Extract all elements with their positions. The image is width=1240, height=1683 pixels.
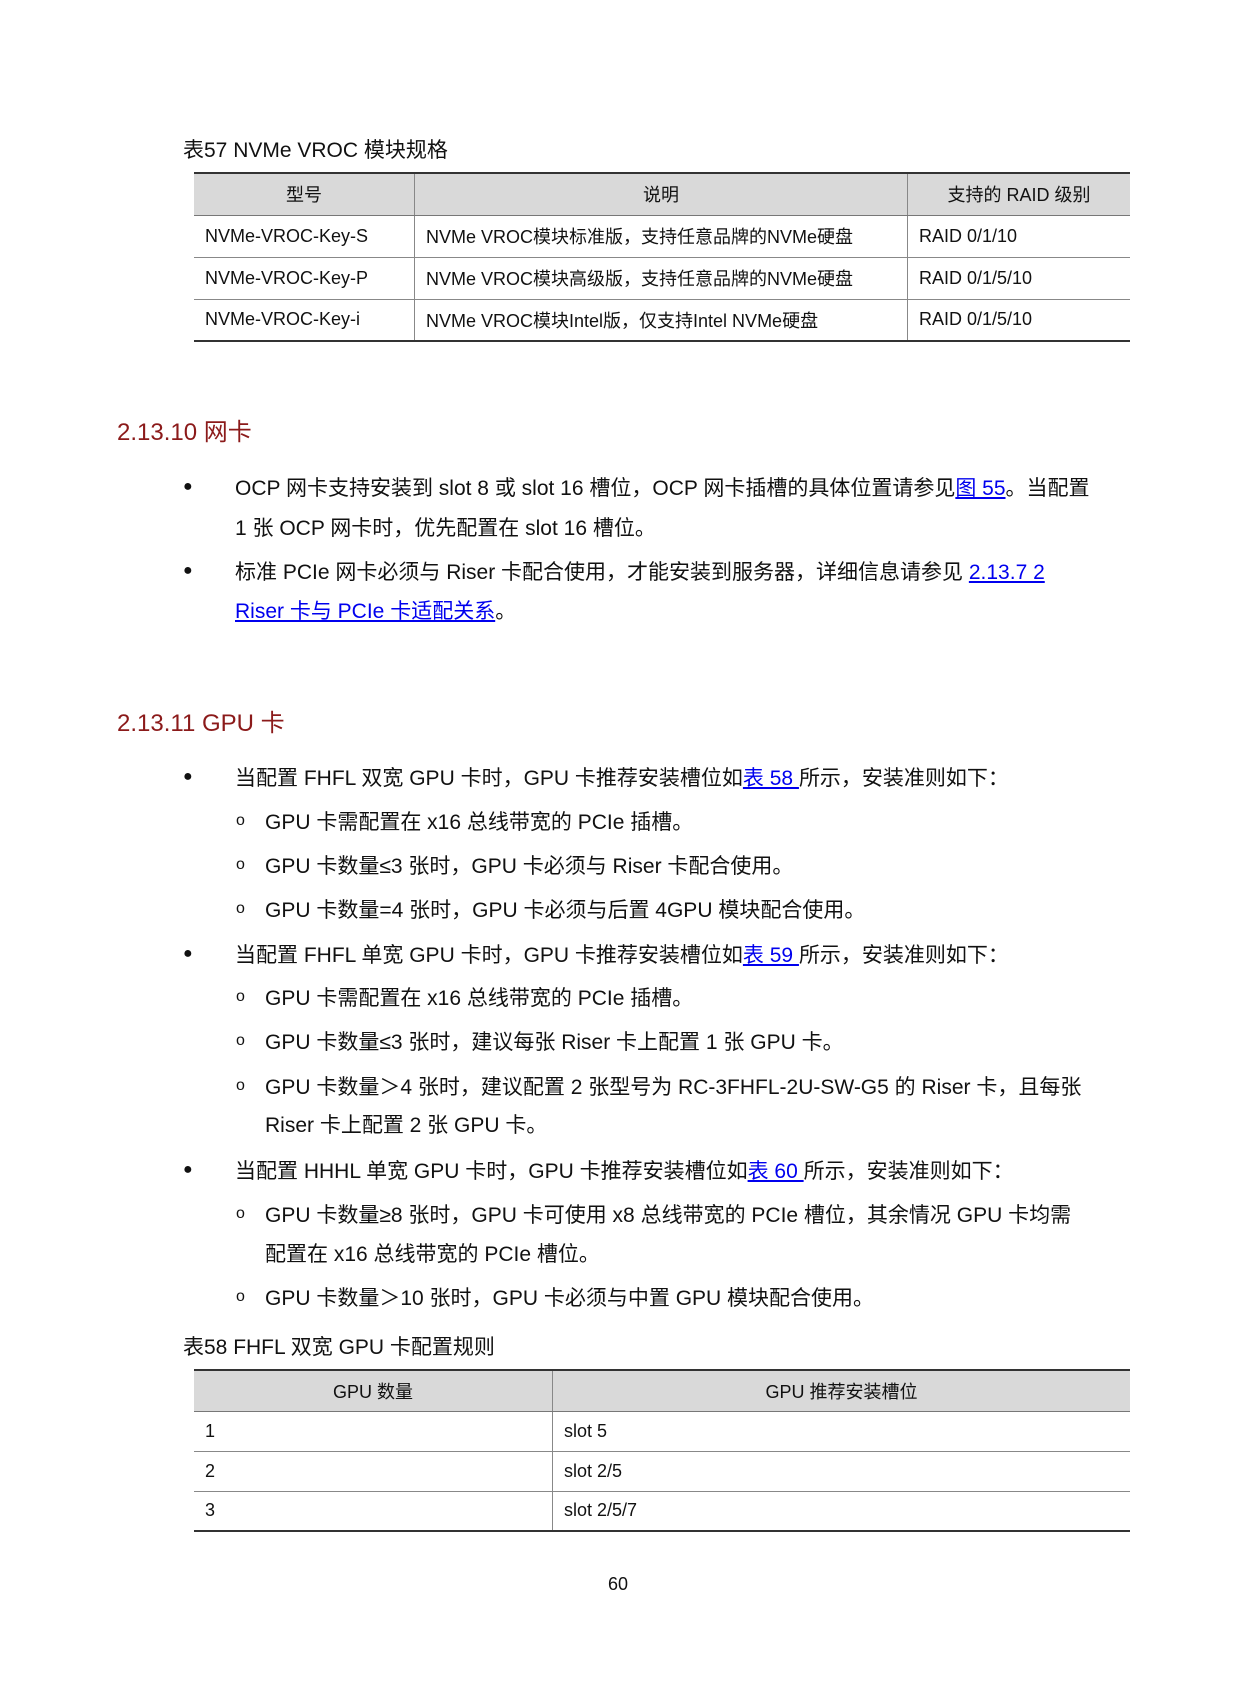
paragraph: 当配置 FHFL 单宽 GPU 卡时，GPU 卡推荐安装槽位如表 59 所示，安… [235,943,1009,969]
text: 当配置 HHHL 单宽 GPU 卡时，GPU 卡推荐安装槽位如 [235,1160,748,1183]
table-header: 支持的 RAID 级别 [907,172,1130,216]
sub-item: GPU 卡数量＞10 张时，GPU 卡必须与中置 GPU 模块配合使用。 [265,1287,875,1310]
table-row: NVMe-VROC-Key-S NVMe VROC模块标准版，支持任意品牌的NVM… [194,215,1130,258]
bullet-icon: ● [183,768,193,785]
text: 所示，安装准则如下： [798,767,1009,790]
cell: NVMe VROC模块高级版，支持任意品牌的NVMe硬盘 [414,257,908,300]
circle-bullet-icon: o [236,856,245,873]
section-heading: 2.13.11 GPU 卡 [117,710,285,737]
sub-item-cont: 配置在 x16 总线带宽的 PCIe 槽位。 [265,1243,600,1266]
link-fig55[interactable]: 图 55 [955,477,1006,500]
table-header: 型号 [194,172,415,216]
table-row: NVMe-VROC-Key-i NVMe VROC模块Intel版，仅支持Inte… [194,299,1130,342]
circle-bullet-icon: o [236,1288,245,1305]
link-table60[interactable]: 表 60 [747,1160,804,1183]
sub-item: GPU 卡数量≤3 张时，GPU 卡必须与 Riser 卡配合使用。 [265,855,794,878]
cell: RAID 0/1/5/10 [907,257,1130,300]
cell: 2 [194,1451,553,1492]
table-row: 3 slot 2/5/7 [194,1491,1130,1532]
bullet-icon: ● [183,945,193,962]
sub-item: GPU 卡数量=4 张时，GPU 卡必须与后置 4GPU 模块配合使用。 [265,899,866,922]
sub-item: GPU 卡需配置在 x16 总线带宽的 PCIe 插槽。 [265,987,694,1010]
cell: slot 2/5/7 [552,1491,1130,1532]
bullet-icon: ● [183,478,193,495]
cell: NVMe-VROC-Key-S [194,215,415,258]
cell: NVMe-VROC-Key-P [194,257,415,300]
link-section-2-13-7[interactable]: 2.13.7 2 [968,561,1045,584]
sub-item-cont: Riser 卡上配置 2 张 GPU 卡。 [265,1114,548,1137]
text: 。当配置 [1005,477,1090,500]
paragraph: 当配置 FHFL 双宽 GPU 卡时，GPU 卡推荐安装槽位如表 58 所示，安… [235,766,1009,792]
table-header: GPU 数量 [194,1369,553,1412]
link-table58[interactable]: 表 58 [742,767,799,790]
sub-item: GPU 卡需配置在 x16 总线带宽的 PCIe 插槽。 [265,811,694,834]
table-row: NVMe-VROC-Key-P NVMe VROC模块高级版，支持任意品牌的NVM… [194,257,1130,300]
table57: 型号 说明 支持的 RAID 级别 NVMe-VROC-Key-S NVMe VR… [194,172,1130,342]
cell: RAID 0/1/5/10 [907,299,1130,342]
sub-item: GPU 卡数量＞4 张时，建议配置 2 张型号为 RC-3FHFL-2U-SW-… [265,1076,1082,1099]
circle-bullet-icon: o [236,1205,245,1222]
text: 当配置 FHFL 单宽 GPU 卡时，GPU 卡推荐安装槽位如 [235,944,743,967]
table58-caption: 表58 FHFL 双宽 GPU 卡配置规则 [183,1336,495,1359]
page-number: 60 [607,1574,629,1594]
paragraph: 当配置 HHHL 单宽 GPU 卡时，GPU 卡推荐安装槽位如表 60 所示，安… [235,1159,1014,1185]
sub-item: GPU 卡数量≤3 张时，建议每张 Riser 卡上配置 1 张 GPU 卡。 [265,1031,844,1054]
table57-caption: 表57 NVMe VROC 模块规格 [183,139,448,162]
bullet-icon: ● [183,562,193,579]
cell: 3 [194,1491,553,1532]
cell: RAID 0/1/10 [907,215,1130,258]
text: 所示，安装准则如下： [803,1160,1014,1183]
table-row: 1 slot 5 [194,1411,1130,1452]
cell: NVMe-VROC-Key-i [194,299,415,342]
paragraph: OCP 网卡支持安装到 slot 8 或 slot 16 槽位，OCP 网卡插槽… [235,476,1090,502]
table-row: 2 slot 2/5 [194,1451,1130,1492]
text: 标准 PCIe 网卡必须与 Riser 卡配合使用，才能安装到服务器，详细信息请… [235,561,969,584]
paragraph: 标准 PCIe 网卡必须与 Riser 卡配合使用，才能安装到服务器，详细信息请… [235,560,1045,586]
text: 。 [495,600,517,623]
text: 当配置 FHFL 双宽 GPU 卡时，GPU 卡推荐安装槽位如 [235,767,743,790]
cell: slot 5 [552,1411,1130,1452]
cell: slot 2/5 [552,1451,1130,1492]
table-header: GPU 推荐安装槽位 [552,1369,1130,1412]
bullet-icon: ● [183,1161,193,1178]
sub-item: GPU 卡数量≥8 张时，GPU 卡可使用 x8 总线带宽的 PCIe 槽位，其… [265,1204,1072,1227]
cell: 1 [194,1411,553,1452]
circle-bullet-icon: o [236,1032,245,1049]
circle-bullet-icon: o [236,812,245,829]
paragraph-cont: Riser 卡与 PCIe 卡适配关系。 [235,599,516,625]
link-table59[interactable]: 表 59 [742,944,799,967]
cell: NVMe VROC模块标准版，支持任意品牌的NVMe硬盘 [414,215,908,258]
link-riser-pcie[interactable]: Riser 卡与 PCIe 卡适配关系 [235,600,496,623]
cell: NVMe VROC模块Intel版，仅支持Intel NVMe硬盘 [414,299,908,342]
table58: GPU 数量 GPU 推荐安装槽位 1 slot 5 2 slot 2/5 3 slo… [194,1369,1130,1532]
circle-bullet-icon: o [236,1077,245,1094]
section-heading: 2.13.10 网卡 [117,419,252,446]
circle-bullet-icon: o [236,900,245,917]
table-header: 说明 [414,172,908,216]
text: 所示，安装准则如下： [798,944,1009,967]
paragraph-cont: 1 张 OCP 网卡时，优先配置在 slot 16 槽位。 [235,517,656,540]
text: OCP 网卡支持安装到 slot 8 或 slot 16 槽位，OCP 网卡插槽… [235,477,956,500]
circle-bullet-icon: o [236,988,245,1005]
